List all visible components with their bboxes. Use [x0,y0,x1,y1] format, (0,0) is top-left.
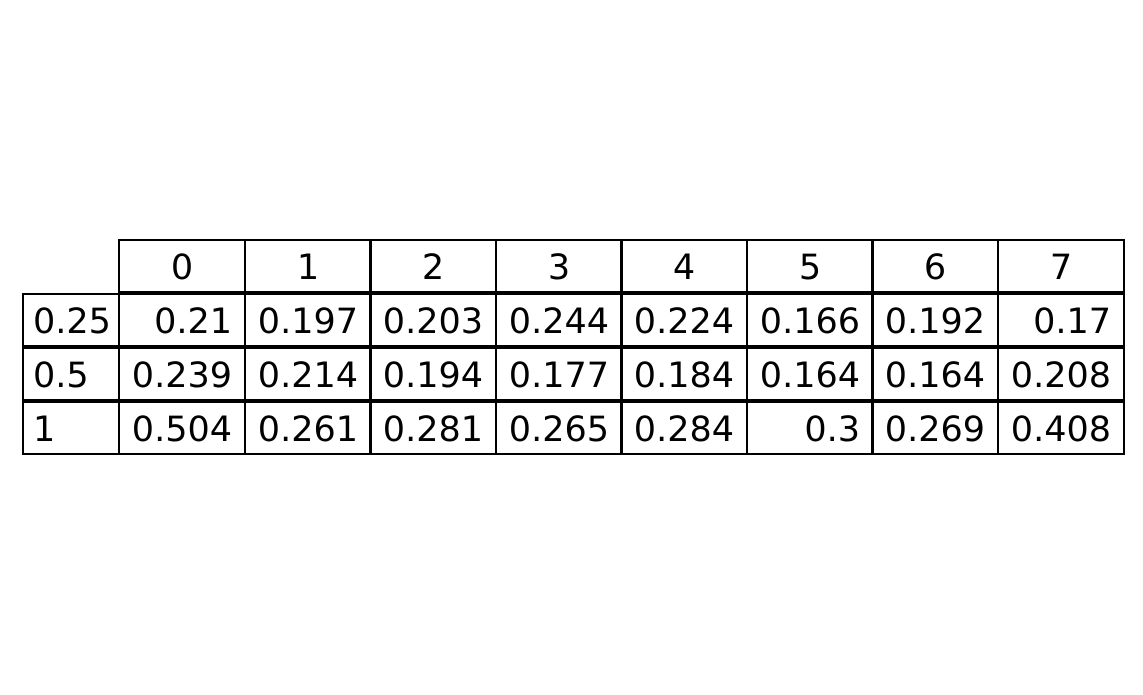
table-cell: 0.197 [244,293,372,347]
table-cell: 0.192 [871,293,999,347]
table-cell: 0.164 [871,347,999,401]
table-cell: 0.261 [244,401,372,455]
table-cell: 0.21 [118,293,246,347]
table-cell: 0.194 [369,347,497,401]
column-header: 6 [871,239,999,293]
column-header: 0 [118,239,246,293]
table-cell: 0.239 [118,347,246,401]
table-cell: 0.269 [871,401,999,455]
column-header: 1 [244,239,372,293]
column-header: 7 [997,239,1125,293]
table-cell: 0.408 [997,401,1125,455]
table-cell: 0.284 [620,401,748,455]
table-cell: 0.208 [997,347,1125,401]
table-cell: 0.177 [495,347,623,401]
table-cell: 0.3 [746,401,874,455]
table-cell: 0.164 [746,347,874,401]
row-label: 0.25 [22,293,120,347]
column-header: 3 [495,239,623,293]
table-cell: 0.17 [997,293,1125,347]
table-cell: 0.184 [620,347,748,401]
table-cell: 0.166 [746,293,874,347]
table-cell: 0.244 [495,293,623,347]
column-header: 5 [746,239,874,293]
table-cell: 0.214 [244,347,372,401]
row-label: 1 [22,401,120,455]
column-header: 4 [620,239,748,293]
table-cell: 0.203 [369,293,497,347]
table-cell: 0.504 [118,401,246,455]
row-label: 0.5 [22,347,120,401]
column-header: 2 [369,239,497,293]
table-cell: 0.265 [495,401,623,455]
table-cell: 0.224 [620,293,748,347]
table-cell: 0.281 [369,401,497,455]
